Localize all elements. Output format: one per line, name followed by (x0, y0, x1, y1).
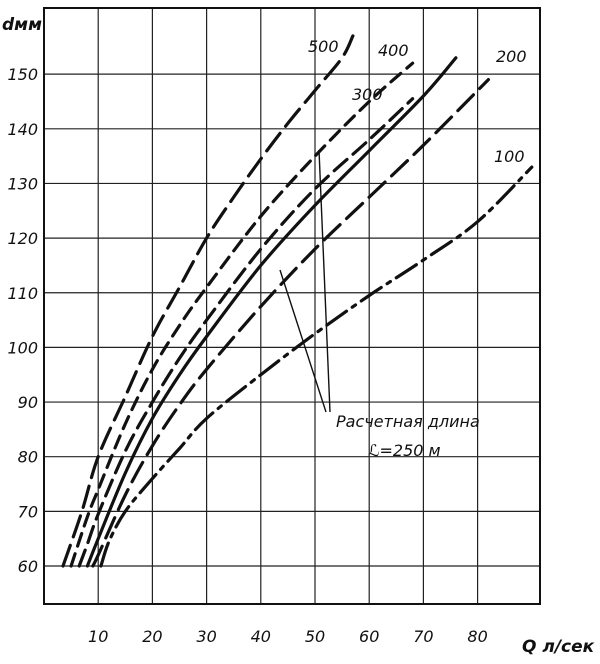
y-tick-label: 140 (7, 120, 38, 139)
y-tick-label: 110 (7, 284, 38, 303)
y-tick-label: 90 (18, 393, 38, 412)
annotation-leader-line (279, 269, 327, 413)
series-line-200 (91, 78, 490, 568)
series-line-500 (61, 34, 355, 568)
x-tick-label: 70 (413, 627, 433, 646)
x-tick-label: 80 (467, 627, 487, 646)
series-labels: 500 400 300 200 100 (308, 37, 527, 166)
x-axis-title: Q л/сек (522, 637, 595, 657)
series-lines (61, 34, 534, 568)
plot-frame (43, 7, 541, 605)
series-label-400: 400 (378, 41, 409, 60)
series-line-solid (85, 56, 458, 568)
series-label-100: 100 (494, 147, 525, 166)
y-tick-label: 120 (7, 229, 38, 248)
y-tick-label: 60 (18, 557, 38, 576)
x-tick-label: 20 (142, 627, 162, 646)
series-line-300 (77, 97, 415, 568)
y-axis-title: dмм (2, 15, 42, 35)
annotation-line-2: ℒ=250 м (368, 441, 441, 460)
annotation-leader-line (318, 149, 331, 413)
x-tick-label: 10 (88, 627, 108, 646)
grid-lines (44, 8, 540, 604)
x-tick-label: 50 (305, 627, 325, 646)
x-tick-label: 60 (359, 627, 379, 646)
series-label-300: 300 (352, 85, 383, 104)
y-tick-label: 80 (18, 448, 38, 467)
x-tick-label: 40 (251, 627, 271, 646)
series-label-500: 500 (308, 37, 339, 56)
x-tick-labels: 10 20 30 40 50 60 70 80 (88, 627, 488, 646)
series-line-100 (99, 165, 534, 568)
y-tick-label: 130 (7, 174, 38, 193)
y-tick-label: 70 (18, 502, 38, 521)
series-line-400 (69, 61, 415, 568)
x-tick-label: 30 (196, 627, 216, 646)
y-tick-label: 150 (7, 65, 38, 84)
annotation-line-1: Расчетная длина (336, 412, 480, 431)
y-tick-label: 100 (7, 338, 38, 357)
y-tick-labels: 60 70 80 90 100 110 120 130 140 150 (7, 65, 38, 576)
series-label-200: 200 (496, 47, 527, 66)
